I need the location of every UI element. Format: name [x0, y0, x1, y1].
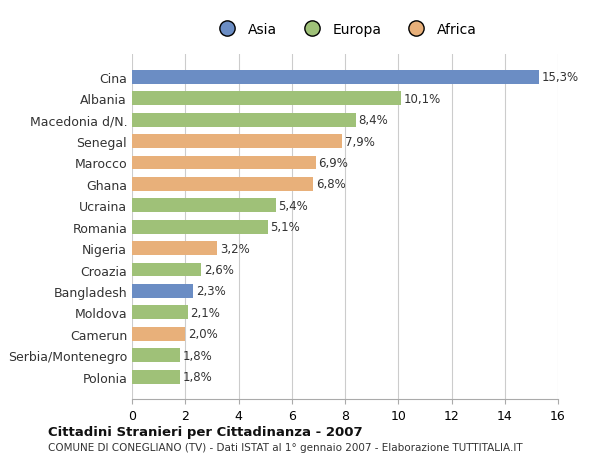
Bar	[132, 71, 539, 84]
Text: Cittadini Stranieri per Cittadinanza - 2007: Cittadini Stranieri per Cittadinanza - 2…	[48, 425, 362, 438]
Text: 1,8%: 1,8%	[182, 349, 212, 362]
Text: COMUNE DI CONEGLIANO (TV) - Dati ISTAT al 1° gennaio 2007 - Elaborazione TUTTITA: COMUNE DI CONEGLIANO (TV) - Dati ISTAT a…	[48, 442, 523, 452]
Text: 5,4%: 5,4%	[278, 199, 308, 213]
Bar	[132, 156, 316, 170]
Text: 2,6%: 2,6%	[204, 263, 234, 276]
Bar	[132, 199, 276, 213]
Bar	[132, 220, 268, 234]
Text: 10,1%: 10,1%	[404, 93, 441, 106]
Bar	[132, 263, 201, 277]
Bar	[132, 348, 180, 362]
Legend: Asia, Europa, Africa: Asia, Europa, Africa	[208, 17, 482, 42]
Text: 2,0%: 2,0%	[188, 328, 218, 341]
Bar	[132, 327, 185, 341]
Text: 2,1%: 2,1%	[191, 306, 220, 319]
Text: 15,3%: 15,3%	[542, 71, 579, 84]
Bar	[132, 113, 356, 127]
Bar	[132, 178, 313, 191]
Text: 1,8%: 1,8%	[182, 370, 212, 383]
Text: 6,9%: 6,9%	[319, 157, 348, 170]
Bar	[132, 284, 193, 298]
Bar	[132, 92, 401, 106]
Bar	[132, 135, 343, 149]
Text: 6,8%: 6,8%	[316, 178, 346, 191]
Text: 5,1%: 5,1%	[271, 221, 300, 234]
Text: 2,3%: 2,3%	[196, 285, 226, 298]
Bar	[132, 241, 217, 256]
Text: 8,4%: 8,4%	[358, 114, 388, 127]
Text: 7,9%: 7,9%	[345, 135, 375, 148]
Text: 3,2%: 3,2%	[220, 242, 250, 255]
Bar	[132, 306, 188, 319]
Bar	[132, 370, 180, 384]
